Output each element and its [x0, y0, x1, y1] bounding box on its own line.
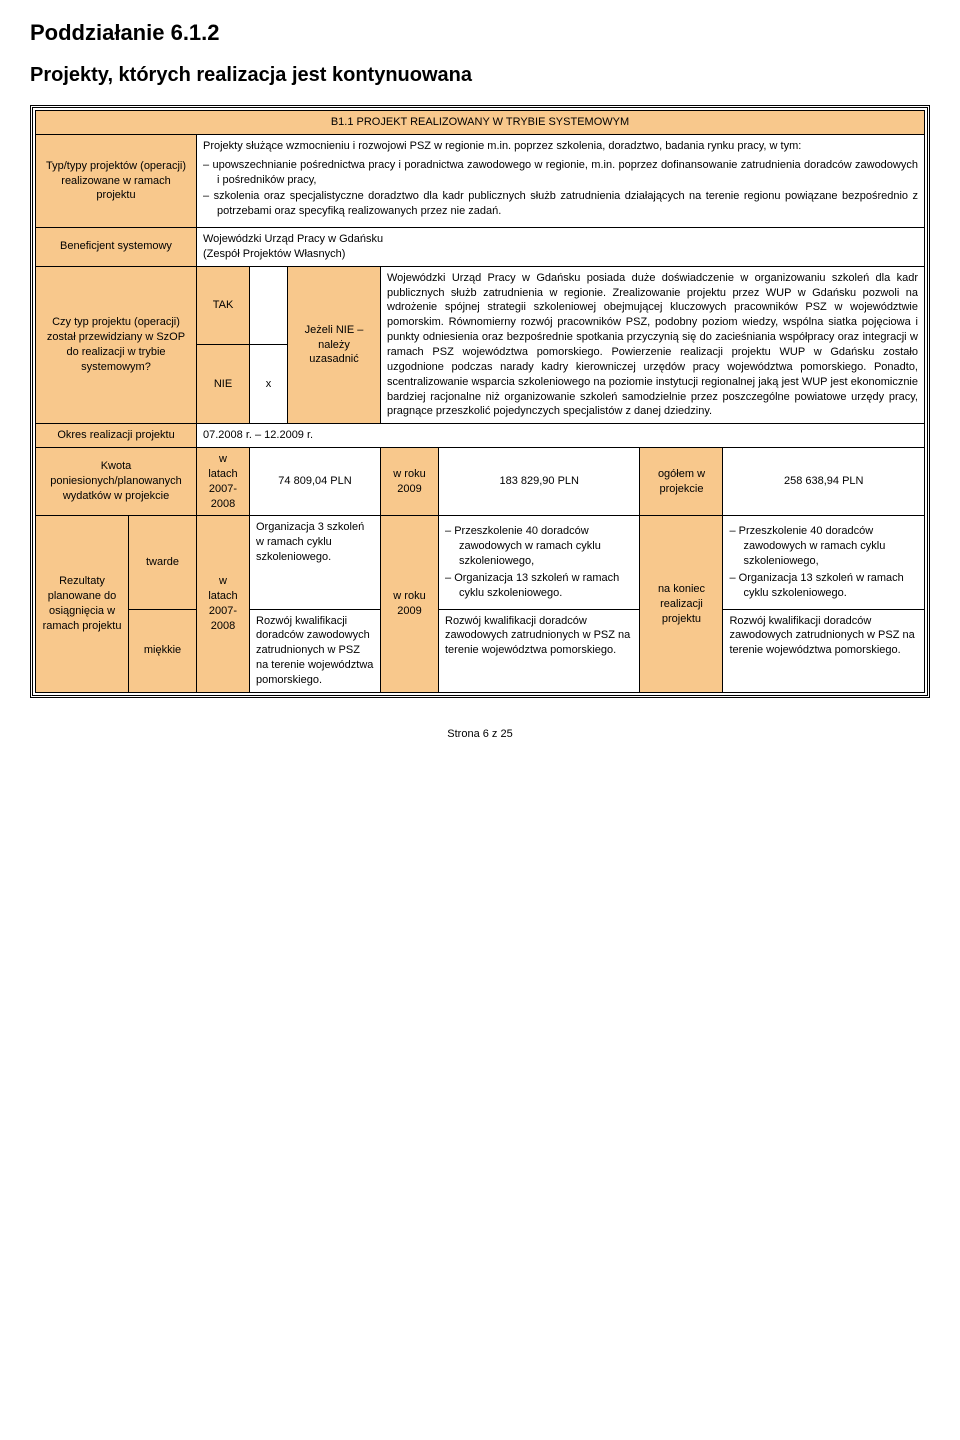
szop-justify-label: Jeżeli NIE – należy uzasadnić — [288, 266, 381, 423]
section-title: Poddziałanie 6.1.2 — [30, 20, 930, 46]
results-col3-label: na koniec realizacji projektu — [640, 516, 723, 692]
results-hard-c3-b1: Przeszkolenie 40 doradców zawodowych w r… — [729, 524, 918, 569]
row-results-label: Rezultaty planowane do osiągnięcia w ram… — [36, 516, 129, 692]
szop-tak: TAK — [197, 266, 250, 345]
results-hard-c1: Organizacja 3 szkoleń w ramach cyklu szk… — [250, 516, 381, 609]
row-beneficiary-label: Beneficjent systemowy — [36, 228, 197, 267]
results-soft-c3: Rozwój kwalifikacji doradców zawodowych … — [723, 609, 925, 692]
type-intro: Projekty służące wzmocnieniu i rozwojowi… — [203, 140, 801, 152]
row-period-label: Okres realizacji projektu — [36, 424, 197, 448]
results-hard-c2: Przeszkolenie 40 doradców zawodowych w r… — [439, 516, 640, 609]
results-hard-c3-b2: Organizacja 13 szkoleń w ramach cyklu sz… — [729, 571, 918, 601]
type-bullet-1: upowszechnianie pośrednictwa pracy i por… — [203, 158, 918, 188]
szop-nie: NIE — [197, 345, 250, 424]
results-col1-label: w latach 2007-2008 — [197, 516, 250, 692]
results-soft-c2: Rozwój kwalifikacji doradców zawodowych … — [439, 609, 640, 692]
results-soft-c1: Rozwój kwalifikacji doradców zawodowych … — [250, 609, 381, 692]
amount-p2-value: 183 829,90 PLN — [439, 448, 640, 516]
results-hard-c2-b1: Przeszkolenie 40 doradców zawodowych w r… — [445, 524, 633, 569]
section-subtitle: Projekty, których realizacja jest kontyn… — [30, 64, 930, 87]
amount-total-label: ogółem w projekcie — [640, 448, 723, 516]
szop-tak-mark — [250, 266, 288, 345]
row-type-label: Typ/typy projektów (operacji) realizowan… — [36, 134, 197, 227]
results-hard-label: twarde — [129, 516, 197, 609]
results-hard-c3: Przeszkolenie 40 doradców zawodowych w r… — [723, 516, 925, 609]
results-col2-label: w roku 2009 — [381, 516, 439, 692]
type-bullet-2: szkolenia oraz specjalistyczne doradztwo… — [203, 189, 918, 219]
results-hard-c2-b2: Organizacja 13 szkoleń w ramach cyklu sz… — [445, 571, 633, 601]
szop-justify-text: Wojewódzki Urząd Pracy w Gdańsku posiada… — [381, 266, 925, 423]
row-amount-label: Kwota poniesionych/planowanych wydatków … — [36, 448, 197, 516]
project-table-frame: B1.1 PROJEKT REALIZOWANY W TRYBIE SYSTEM… — [30, 105, 930, 698]
amount-p1-value: 74 809,04 PLN — [250, 448, 381, 516]
project-table: B1.1 PROJEKT REALIZOWANY W TRYBIE SYSTEM… — [35, 110, 925, 693]
project-header-row: B1.1 PROJEKT REALIZOWANY W TRYBIE SYSTEM… — [36, 111, 925, 135]
row-beneficiary-value: Wojewódzki Urząd Pracy w Gdańsku (Zespół… — [197, 228, 925, 267]
page-footer: Strona 6 z 25 — [30, 728, 930, 740]
amount-p1-label: w latach 2007-2008 — [197, 448, 250, 516]
row-period-value: 07.2008 r. – 12.2009 r. — [197, 424, 925, 448]
results-soft-label: miękkie — [129, 609, 197, 692]
amount-total-value: 258 638,94 PLN — [723, 448, 925, 516]
row-type-content: Projekty służące wzmocnieniu i rozwojowi… — [197, 134, 925, 227]
row-szop-label: Czy typ projektu (operacji) został przew… — [36, 266, 197, 423]
amount-p2-label: w roku 2009 — [381, 448, 439, 516]
szop-nie-mark: x — [250, 345, 288, 424]
